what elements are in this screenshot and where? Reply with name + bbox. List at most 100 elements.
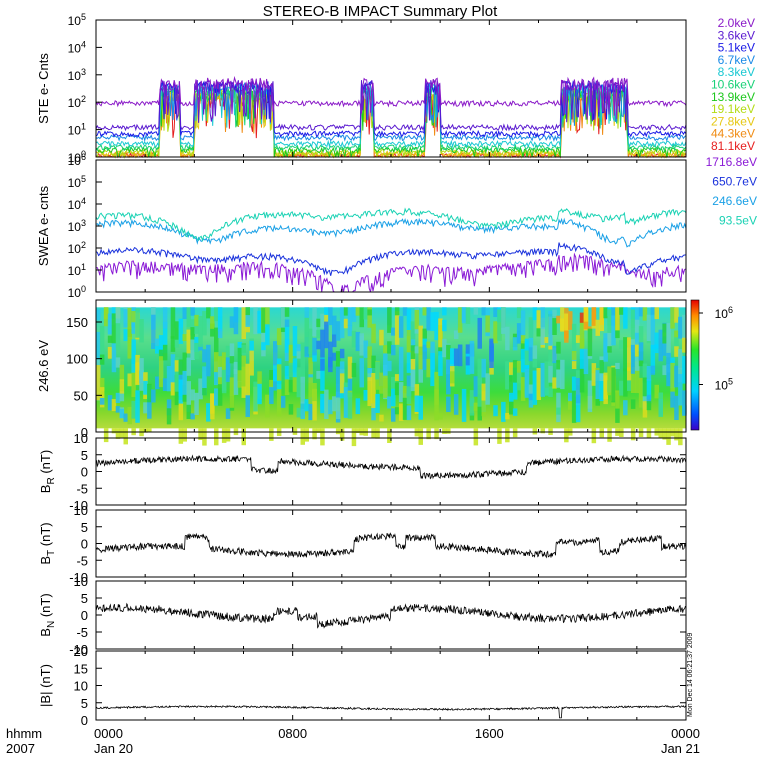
pad-cell	[284, 319, 290, 327]
pad-cell	[292, 372, 298, 392]
pad-cell	[599, 428, 604, 438]
pad-cell	[107, 335, 113, 343]
pad-cell	[410, 370, 416, 392]
pad-cell	[418, 346, 423, 370]
pad-cell	[182, 370, 187, 395]
pad-cell	[493, 307, 498, 317]
pad-cell	[131, 400, 136, 419]
pad-cell	[394, 407, 400, 415]
pad-cell	[135, 308, 140, 338]
pad-cell	[245, 363, 250, 396]
pad-cell	[119, 428, 125, 438]
pad-cell	[579, 359, 585, 393]
pad-cell	[119, 364, 125, 381]
pad-cell	[591, 428, 597, 444]
pad-cell	[151, 389, 156, 403]
pad-cell	[398, 316, 404, 338]
pad-cell	[599, 360, 604, 374]
pad-cell	[174, 360, 180, 372]
pad-cell	[383, 353, 388, 376]
pad-cell	[119, 391, 125, 402]
pad-cell	[394, 374, 400, 382]
pad-cell	[174, 357, 180, 392]
pad-cell	[638, 307, 644, 317]
pad-cell	[229, 343, 235, 363]
pad-cell	[501, 401, 506, 422]
pad-cell	[469, 340, 475, 374]
pad-cell	[217, 307, 223, 332]
pad-cell	[158, 356, 164, 388]
bt-trace	[95, 532, 687, 559]
pad-cell	[469, 413, 475, 421]
pad-cell	[548, 310, 553, 346]
pad-cell	[638, 428, 644, 437]
pad-cell	[304, 311, 309, 338]
pad-cell	[402, 397, 408, 420]
pad-cell	[257, 383, 262, 405]
pad-cell	[623, 307, 628, 329]
pad-cell	[658, 392, 663, 417]
pad-cell	[512, 337, 518, 351]
pad-cell	[599, 366, 604, 402]
pad-cell	[410, 321, 416, 340]
pad-cell	[477, 378, 482, 407]
pad-cell	[202, 428, 207, 446]
pad-cell	[162, 378, 168, 391]
pad-cell	[155, 338, 160, 346]
pad-cell	[446, 396, 451, 412]
pad-cell	[516, 372, 522, 391]
pad-cell	[241, 307, 246, 339]
pad-cell	[536, 310, 541, 329]
pad-cell	[198, 344, 203, 351]
pad-cell	[261, 307, 266, 333]
pad-cell	[406, 352, 412, 373]
pad-cell	[320, 357, 325, 391]
pad-cell	[453, 394, 459, 415]
pad-cell	[170, 382, 176, 396]
pad-cell	[304, 399, 309, 412]
pad-cell	[658, 428, 663, 439]
swea-series-line	[95, 217, 687, 248]
ste-y-tick-label: 103	[68, 67, 86, 83]
pad-cell	[682, 314, 687, 344]
pad-cell	[170, 336, 176, 352]
pad-cell	[642, 307, 648, 321]
pad-cell	[375, 428, 380, 439]
pad-cell	[265, 394, 270, 418]
bmag-y-tick-label: 5	[81, 696, 88, 711]
pad-cell	[210, 316, 215, 329]
pad-cell	[107, 346, 113, 359]
pad-cell	[611, 367, 616, 403]
pad-cell	[607, 366, 612, 396]
pad-cell	[516, 323, 522, 344]
pad-cell	[556, 407, 561, 415]
pad-cell	[316, 340, 321, 350]
pad-cell	[343, 387, 349, 418]
pad-cell	[178, 359, 184, 375]
pad-cell	[284, 325, 290, 353]
pad-cell	[615, 307, 620, 331]
pad-cell	[233, 369, 239, 395]
pad-cell	[391, 376, 396, 390]
pad-cell	[560, 359, 565, 390]
side-timestamp: Mon Dec 14 06:21:37 2009	[687, 632, 694, 717]
pad-cell	[469, 390, 475, 416]
pad-cell	[186, 327, 191, 354]
pad-cell	[328, 341, 333, 373]
pad-cell	[312, 352, 317, 362]
plot-title: STEREO-B IMPACT Summary Plot	[263, 3, 498, 20]
pad-cell	[426, 428, 431, 440]
pad-cell	[202, 349, 207, 363]
pad-cell	[465, 307, 471, 324]
br-y-tick-label: 5	[81, 448, 88, 463]
pad-cell	[682, 390, 687, 416]
pad-cell	[406, 330, 412, 364]
pad-cell	[485, 373, 490, 405]
pad-cell	[540, 428, 545, 434]
swea-y-tick-label: 101	[68, 262, 86, 278]
pad-cell	[371, 403, 376, 421]
pad-cell	[332, 396, 337, 412]
pad-cell	[131, 364, 136, 398]
pad-cell	[261, 342, 266, 351]
